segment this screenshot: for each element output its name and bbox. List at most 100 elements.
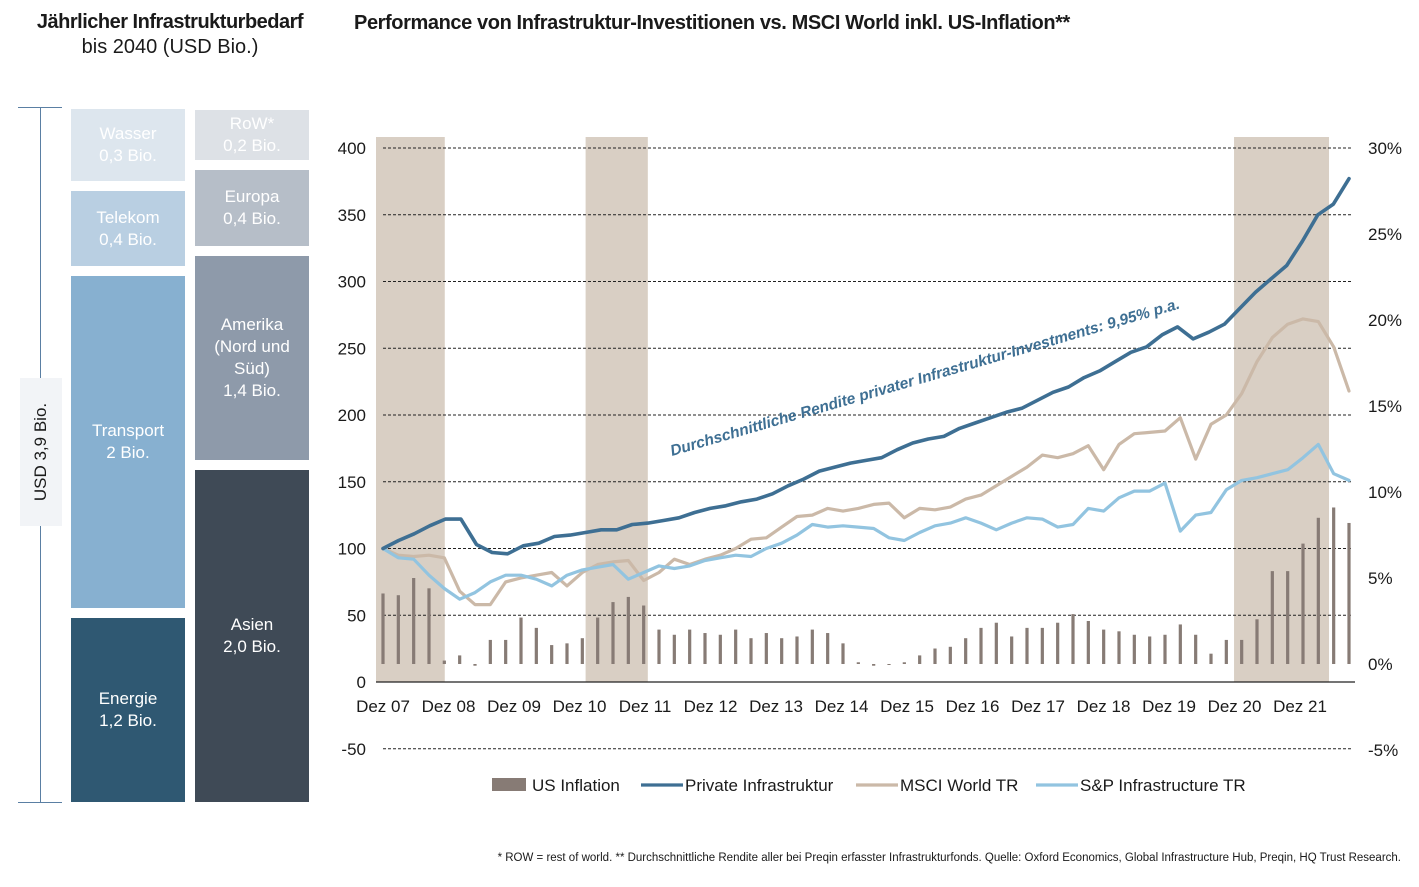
total-bracket-bottom <box>18 802 62 803</box>
annotation-label: Durchschnittliche Rendite privater Infra… <box>668 296 1181 460</box>
inflation-bar <box>1347 522 1351 664</box>
inflation-bar <box>381 593 385 664</box>
series-line-s-p-infrastructure-tr <box>381 442 1351 601</box>
inflation-bar <box>1102 629 1106 664</box>
x-tick-label: Dez 08 <box>422 697 476 716</box>
inflation-bar <box>887 664 891 665</box>
y-left-tick-label: 400 <box>338 139 366 158</box>
y-left-tick-label: 250 <box>338 339 366 358</box>
left-panel-title-line1: Jährlicher Infrastrukturbedarf <box>36 11 304 33</box>
y-left-tick-label: -50 <box>341 740 366 759</box>
x-tick-label: Dez 07 <box>356 697 410 716</box>
inflation-bar <box>734 629 738 664</box>
y-left-tick-label: 0 <box>357 673 366 692</box>
inflation-bar <box>534 627 538 664</box>
inflation-bar <box>427 588 431 664</box>
y-right-tick-label: 20% <box>1368 311 1402 330</box>
inflation-bar <box>1209 653 1213 664</box>
left-panel-title-line2: bis 2040 (USD Bio.) <box>81 36 259 58</box>
y-right-tick-label: -5% <box>1368 741 1398 760</box>
inflation-bar <box>764 633 768 664</box>
inflation-bar <box>826 633 830 664</box>
footnote: * ROW = rest of world. ** Durchschnittli… <box>497 852 1401 864</box>
x-tick-label: Dez 16 <box>946 697 1000 716</box>
inflation-bar <box>918 655 922 664</box>
inflation-bar <box>1240 639 1244 664</box>
x-tick-label: Dez 20 <box>1208 697 1262 716</box>
inflation-bar <box>1178 624 1182 664</box>
inflation-bar <box>948 646 952 664</box>
inflation-bar <box>1071 614 1075 664</box>
y-left-tick-label: 50 <box>347 606 366 625</box>
inflation-bar <box>979 627 983 664</box>
inflation-bar <box>596 617 600 664</box>
total-bracket-top <box>18 107 62 108</box>
inflation-bar <box>1224 639 1228 664</box>
inflation-bar <box>473 664 477 666</box>
total-label-box <box>20 378 62 526</box>
sector-energie: Energie 1,2 Bio. <box>71 618 185 802</box>
inflation-bar <box>519 617 523 664</box>
x-tick-label: Dez 18 <box>1077 697 1131 716</box>
inflation-bar <box>688 629 692 664</box>
inflation-bar <box>488 639 492 664</box>
region-row: RoW* 0,2 Bio. <box>195 110 309 160</box>
legend-label: MSCI World TR <box>900 776 1018 795</box>
y-right-tick-label: 25% <box>1368 225 1402 244</box>
y-left-tick-label: 150 <box>338 473 366 492</box>
inflation-bar <box>458 655 462 664</box>
inflation-bar <box>672 634 676 664</box>
inflation-bar <box>780 638 784 664</box>
inflation-bar <box>565 643 569 664</box>
inflation-bar <box>749 638 753 664</box>
legend-swatch-bar <box>492 778 526 791</box>
region-amerika: Amerika (Nord und Süd) 1,4 Bio. <box>195 256 309 460</box>
x-tick-label: Dez 19 <box>1142 697 1196 716</box>
y-left-tick-label: 200 <box>338 406 366 425</box>
inflation-bar <box>1086 621 1090 664</box>
x-tick-label: Dez 09 <box>487 697 541 716</box>
inflation-bar <box>994 622 998 664</box>
inflation-bar <box>1301 543 1305 664</box>
x-tick-label: Dez 12 <box>684 697 738 716</box>
y-right-tick-label: 15% <box>1368 397 1402 416</box>
inflation-bar <box>1163 634 1167 664</box>
inflation-bar <box>504 639 508 664</box>
x-tick-label: Dez 14 <box>815 697 869 716</box>
chart-title: Performance von Infrastruktur-Investitio… <box>354 12 1070 34</box>
inflation-bar <box>1194 634 1198 664</box>
inflation-bar <box>580 638 584 664</box>
y-right-tick-label: 5% <box>1368 569 1393 588</box>
y-right-tick-label: 10% <box>1368 483 1402 502</box>
inflation-bar <box>657 629 661 664</box>
series-line-private-infrastruktur <box>381 176 1351 556</box>
inflation-bar <box>1255 619 1259 664</box>
inflation-bar <box>703 633 707 664</box>
recession-band <box>585 137 648 682</box>
recession-band <box>1234 137 1330 682</box>
region-europa: Europa 0,4 Bio. <box>195 170 309 246</box>
sector-wasser: Wasser 0,3 Bio. <box>71 109 185 181</box>
y-right-tick-label: 30% <box>1368 139 1402 158</box>
inflation-bar <box>902 662 906 664</box>
inflation-bar <box>872 664 876 666</box>
y-left-tick-label: 100 <box>338 540 366 559</box>
inflation-bar <box>1040 627 1044 664</box>
x-tick-label: Dez 15 <box>880 697 934 716</box>
x-tick-label: Dez 13 <box>749 697 803 716</box>
inflation-bar <box>1270 571 1274 664</box>
y-left-tick-label: 300 <box>338 273 366 292</box>
inflation-bar <box>856 662 860 664</box>
inflation-bar <box>964 638 968 664</box>
legend-label: S&P Infrastructure TR <box>1080 776 1246 795</box>
region-asien: Asien 2,0 Bio. <box>195 470 309 802</box>
inflation-bar <box>795 636 799 664</box>
inflation-bar <box>1316 517 1320 664</box>
legend-label: Private Infrastruktur <box>685 776 834 795</box>
inflation-bar <box>642 605 646 664</box>
inflation-bar <box>1117 631 1121 664</box>
inflation-bar <box>1286 571 1290 664</box>
inflation-bar <box>626 596 630 664</box>
y-right-tick-label: 0% <box>1368 655 1393 674</box>
